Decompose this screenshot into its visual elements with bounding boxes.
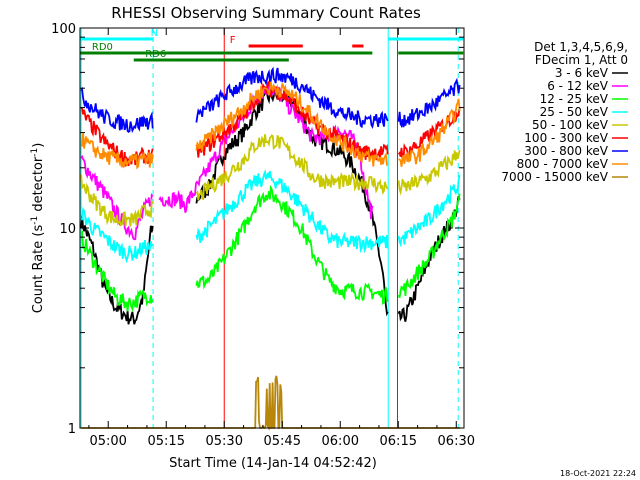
- series-2-segment-1: [195, 184, 389, 305]
- series-6-segment-2: [397, 77, 461, 129]
- legend-label-5: 100 - 300 keV: [524, 131, 608, 145]
- series-6-segment-0: [80, 86, 154, 134]
- legend-label-4: 50 - 100 keV: [532, 118, 609, 132]
- series-layer: [80, 66, 461, 431]
- x-axis-label: Start Time (14-Jan-14 04:52:42): [169, 456, 377, 471]
- series-6: [80, 66, 461, 134]
- series-3-segment-0: [80, 206, 154, 264]
- x-tick-label-5: 06:15: [380, 434, 417, 449]
- series-4-segment-2: [397, 149, 461, 196]
- y-tick-label-0: 1: [68, 422, 76, 437]
- flag-label-2: RD0: [92, 42, 113, 53]
- y-axis-label: Count Rate (s-1 detector-1): [30, 143, 46, 314]
- y-axis-label-part: Count Rate (s: [31, 225, 46, 314]
- series-4: [80, 134, 461, 227]
- y-tick-label-2: 100: [51, 22, 76, 37]
- legend-label-6: 300 - 800 keV: [524, 144, 608, 158]
- x-axis-ticks: 05:00 05:15 05:30 05:45 06:00 06:15 06:30: [88, 28, 475, 449]
- series-4-segment-0: [80, 174, 154, 227]
- legend-label-1: 6 - 12 keV: [547, 79, 609, 93]
- series-8-segment-0: [81, 375, 461, 431]
- series-7: [80, 81, 461, 170]
- y-tick-label-1: 10: [59, 222, 76, 237]
- series-2-segment-2: [397, 193, 461, 299]
- x-tick-label-0: 05:00: [89, 434, 126, 449]
- flag-label-3: RD6: [145, 49, 166, 60]
- legend-header: Det 1,3,4,5,6,9,: [534, 40, 628, 54]
- series-2: [80, 184, 461, 313]
- y-axis-label-sup: -1: [30, 148, 40, 157]
- timestamp-annotation: 18-Oct-2021 22:24: [560, 469, 636, 478]
- series-6-segment-1: [195, 66, 389, 130]
- series-3: [80, 168, 461, 264]
- x-tick-label-1: 05:15: [148, 434, 185, 449]
- series-4-segment-1: [195, 134, 389, 201]
- flag-label-1: F: [230, 35, 236, 46]
- legend-label-2: 12 - 25 keV: [540, 92, 609, 106]
- series-7-segment-1: [195, 81, 389, 167]
- legend-label-3: 25 - 50 keV: [540, 105, 609, 119]
- series-2-segment-0: [80, 230, 154, 313]
- legend-header: FDecim 1, Att 0: [535, 53, 628, 67]
- x-tick-label-3: 05:45: [264, 434, 301, 449]
- series-5-segment-0: [80, 107, 154, 168]
- y-axis-label-part: ): [31, 143, 46, 148]
- series-0-segment-0: [80, 215, 154, 325]
- legend: Det 1,3,4,5,6,9, FDecim 1, Att 0 3 - 6 k…: [501, 40, 628, 184]
- flag-label-0: N: [151, 28, 158, 39]
- chart-title: RHESSI Observing Summary Count Rates: [111, 4, 421, 22]
- series-7-segment-0: [80, 133, 154, 170]
- series-3-segment-2: [397, 175, 461, 248]
- y-axis-label-sup: -1: [30, 216, 40, 225]
- legend-label-8: 7000 - 15000 keV: [501, 170, 608, 184]
- x-tick-label-6: 06:30: [438, 434, 475, 449]
- x-tick-label-4: 06:00: [322, 434, 359, 449]
- legend-label-0: 3 - 6 keV: [555, 66, 609, 80]
- legend-label-7: 800 - 7000 keV: [517, 157, 609, 171]
- series-3-segment-1: [195, 168, 389, 254]
- series-7-segment-2: [398, 98, 461, 167]
- x-tick-label-2: 05:30: [206, 434, 243, 449]
- series-8: [81, 375, 461, 431]
- series-0-segment-1: [195, 87, 389, 317]
- flag-bars: N F RD0 RD6: [80, 28, 464, 62]
- y-axis-ticks: 1 10 100: [51, 22, 464, 437]
- y-axis-label-part: detector: [31, 156, 46, 216]
